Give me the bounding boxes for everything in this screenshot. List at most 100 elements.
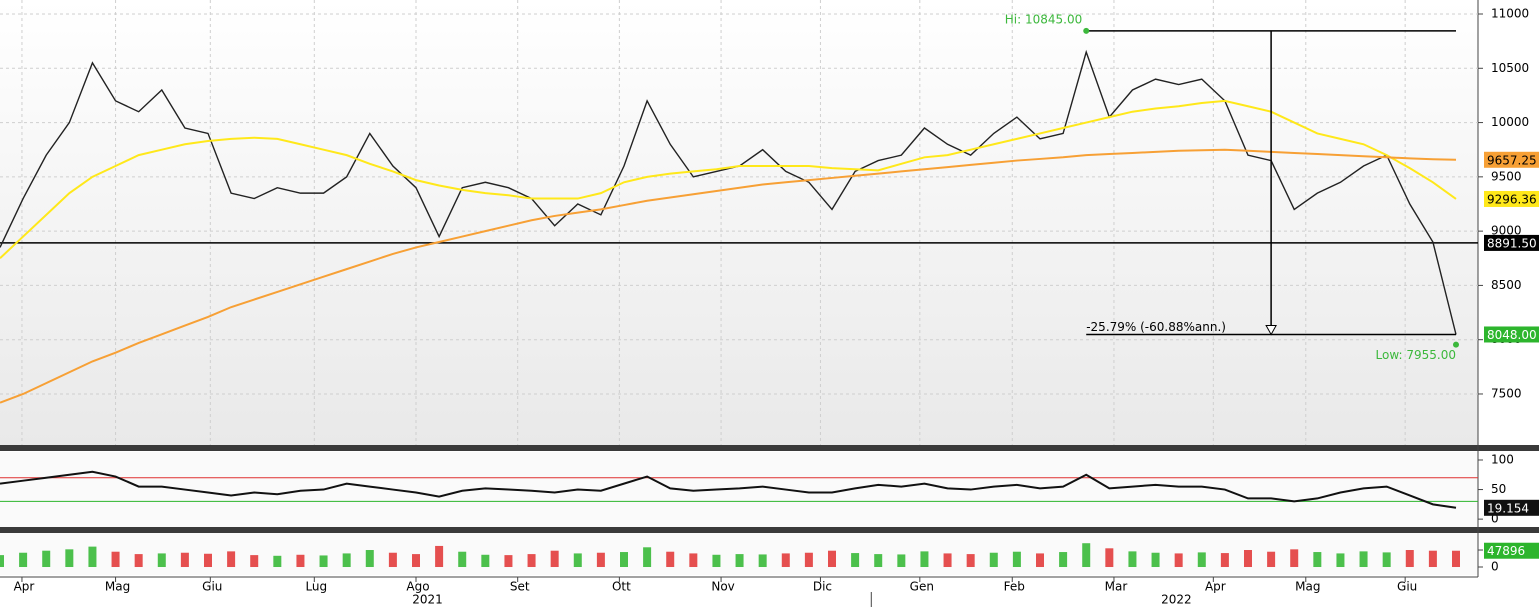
y-tick-label: 10500 (1491, 61, 1529, 75)
series-line (0, 49, 1457, 335)
rsi-panel (0, 452, 1478, 528)
volume-bar (504, 555, 513, 568)
volume-bar (1359, 551, 1368, 568)
y-tick-label: 50 (1491, 482, 1506, 496)
volume-bar (804, 552, 813, 568)
volume-bar (1012, 551, 1021, 568)
volume-bar (1267, 551, 1276, 568)
x-tick-label: Nov (711, 580, 734, 594)
volume-bar (989, 552, 998, 568)
volume-bar (157, 553, 166, 568)
price-tag-label: 8048.00 (1487, 328, 1537, 342)
volume-bar (1313, 552, 1322, 568)
volume-bar (643, 547, 652, 568)
price-tag-label: 19.154 (1487, 501, 1529, 515)
volume-bar (781, 553, 790, 568)
hi-label: Hi: 10845.00 (1005, 12, 1082, 26)
volume-bar (1036, 553, 1044, 568)
level-tag (1484, 234, 1539, 251)
volume-bar (1151, 552, 1160, 568)
volume-bar (828, 550, 836, 568)
panel-divider (0, 527, 1539, 533)
volume-bar (897, 554, 906, 568)
volume-bar (1197, 552, 1206, 568)
price-tag (1484, 326, 1539, 343)
volume-bar (0, 555, 4, 568)
volume-bar (1290, 549, 1299, 568)
volume-bar (758, 554, 767, 568)
price-tag (1484, 542, 1539, 559)
x-year-label: 2022 (1161, 593, 1192, 607)
x-tick-label: Giu (1397, 580, 1417, 594)
x-tick-label: Ago (406, 580, 429, 594)
main-panel (0, 0, 1478, 445)
volume-bar (550, 550, 559, 568)
price-tag (1484, 499, 1539, 516)
volume-bar (596, 552, 605, 568)
x-tick-label: Ott (612, 580, 631, 594)
y-tick-label: 0 (1491, 512, 1499, 526)
volume-panel (0, 533, 1478, 575)
x-tick-label: Mag (105, 580, 130, 594)
volume-bar (296, 554, 305, 568)
x-tick-label: Giu (202, 580, 222, 594)
x-tick-label: Dic (813, 580, 832, 594)
x-tick-label: Apr (14, 580, 35, 594)
volume-bar (134, 554, 143, 568)
volume-bar (689, 553, 698, 568)
price-tag (1484, 190, 1539, 207)
volume-bar (966, 554, 975, 568)
volume-bar (1174, 553, 1183, 568)
x-tick-label: Gen (910, 580, 934, 594)
price-tag-label: 9296.36 (1487, 192, 1537, 206)
volume-bar (851, 553, 860, 568)
volume-bar (42, 550, 51, 568)
y-tick-label: 10000 (1491, 115, 1529, 129)
volume-bar (1382, 552, 1391, 568)
extreme-point (1453, 341, 1459, 348)
x-tick-label: Mar (1105, 580, 1128, 594)
y-tick-label: 100 (1491, 452, 1514, 466)
volume-bar (481, 554, 490, 568)
volume-bar (1059, 552, 1068, 568)
volume-bar (874, 554, 883, 568)
volume-bar (250, 555, 259, 568)
measure-label: -25.79% (-60.88%ann.) (1086, 320, 1226, 334)
panel-divider (0, 445, 1539, 451)
x-tick-label: Feb (1004, 580, 1025, 594)
volume-bar (620, 552, 628, 568)
volume-bar (1452, 550, 1460, 568)
extreme-point (1083, 27, 1090, 34)
volume-bar (1405, 550, 1414, 568)
volume-bar (19, 552, 28, 568)
arrow-head (1265, 324, 1277, 336)
x-tick-label: Apr (1205, 580, 1226, 594)
volume-bar (573, 553, 582, 568)
volume-bar (1128, 551, 1137, 568)
volume-bar (111, 551, 120, 568)
volume-bar (458, 551, 467, 568)
volume-bar (1336, 553, 1345, 568)
series-line (0, 148, 1457, 404)
price-tag-label: 47896 (1487, 544, 1525, 558)
volume-bar (666, 551, 675, 568)
volume-bar (1105, 548, 1114, 568)
volume-bar (943, 553, 952, 568)
y-tick-label: 8500 (1491, 278, 1522, 292)
volume-bar (180, 552, 189, 568)
volume-bar (527, 554, 536, 568)
level-tag-label: 8891.50 (1487, 236, 1537, 250)
series-line (0, 99, 1457, 260)
x-tick-label: Lug (305, 580, 327, 594)
volume-bar (273, 555, 282, 568)
x-tick-label: Mag (1295, 580, 1320, 594)
x-tick-label: Set (510, 580, 530, 594)
volume-bar (365, 550, 374, 568)
volume-bar (1428, 550, 1437, 568)
y-tick-label: 7500 (1491, 386, 1522, 400)
price-tag (1484, 151, 1539, 168)
volume-bar (65, 549, 74, 568)
volume-bar (735, 554, 744, 568)
volume-bar (412, 554, 420, 568)
